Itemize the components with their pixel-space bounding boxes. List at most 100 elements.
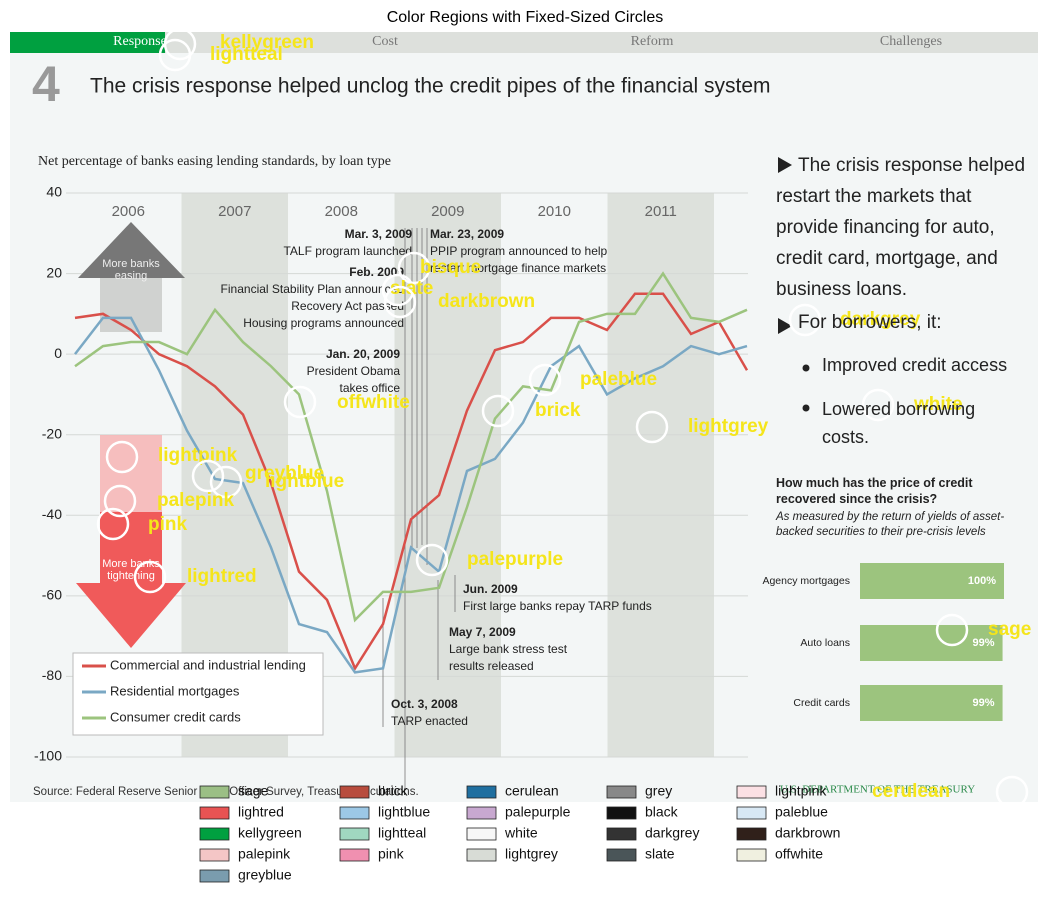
y-tick-label: -100 xyxy=(34,748,62,764)
legend-label: palepink xyxy=(238,846,291,862)
annotation: Jun. 2009 xyxy=(463,582,518,596)
bar-value-label: 100% xyxy=(968,575,996,587)
series-line xyxy=(74,292,749,672)
chart-title: Net percentage of banks easing lending s… xyxy=(38,154,391,169)
nav-active xyxy=(10,32,165,53)
plot: 2006 2007 2008 2009 2010 2011 -100 -80 -60 -40 -20… xyxy=(33,184,1004,798)
region-circle xyxy=(528,363,562,397)
annotation: Mar. 3, 2009 xyxy=(345,227,413,241)
region-circle xyxy=(105,440,139,474)
legend-swatch xyxy=(736,848,767,862)
legend-label: slate xyxy=(645,846,675,862)
footer: U.S. DEPARTMENT OF THE TREASURY xyxy=(780,784,975,796)
bullet-dot xyxy=(802,364,810,372)
circle-label: pink xyxy=(148,514,187,535)
region-circle xyxy=(209,465,243,499)
circle-label: lightteal xyxy=(210,44,283,65)
legend-swatch xyxy=(736,827,767,841)
legend-label: lightblue xyxy=(378,804,430,820)
sidebar-bullet: Lowered borrowing costs. xyxy=(822,399,976,447)
legend-swatch xyxy=(606,848,637,862)
annotation: TARP enacted xyxy=(391,714,468,728)
year-label: 2010 xyxy=(538,203,571,220)
y-tick-label: -20 xyxy=(42,425,62,441)
circle-label: paleblue xyxy=(580,369,657,390)
legend-swatch xyxy=(339,848,370,862)
circle-label: darkbrown xyxy=(438,291,535,312)
legend-label: grey xyxy=(645,783,672,799)
annotation: restart mortgage finance markets xyxy=(430,261,606,275)
legend-swatch xyxy=(736,806,767,820)
legend-label: pink xyxy=(378,846,405,862)
annotation: May 7, 2009 xyxy=(449,625,516,639)
legend-swatch xyxy=(606,806,637,820)
circle-label: lightgrey xyxy=(688,416,769,437)
bar-category: Auto loans xyxy=(800,637,850,649)
legend-label: lightteal xyxy=(378,825,426,841)
legend-label: palepurple xyxy=(505,804,571,820)
circle-label: kellygreen xyxy=(220,32,314,53)
legend-swatch xyxy=(606,827,637,841)
bar xyxy=(860,625,1003,661)
year-label: 2006 xyxy=(112,203,145,220)
legend-swatch xyxy=(466,785,497,799)
legend-label: Residential mortgages xyxy=(110,683,240,698)
year-band xyxy=(607,193,714,757)
legend-label: black xyxy=(645,804,679,820)
circle-label: brick xyxy=(535,400,581,421)
region-circle xyxy=(133,560,167,594)
bullet-arrow xyxy=(778,318,792,334)
annotation: results released xyxy=(449,659,534,673)
legend-label: Consumer credit cards xyxy=(110,709,241,724)
legend-swatch xyxy=(339,785,370,799)
legend-swatch xyxy=(339,827,370,841)
y-tick-label: -40 xyxy=(42,506,62,522)
annotation: Recovery Act passed xyxy=(291,299,404,313)
circle-label: lightblue xyxy=(265,471,344,492)
bullet-dot xyxy=(802,404,810,412)
legend-label: lightpink xyxy=(775,783,827,799)
nav-item: Reform xyxy=(631,34,674,49)
circle-label: bisque xyxy=(420,257,481,278)
annotation: Mar. 23, 2009 xyxy=(430,227,504,241)
series-line xyxy=(74,271,748,623)
legend-label: paleblue xyxy=(775,804,828,820)
legend-swatch xyxy=(736,785,767,799)
legend-label: sage xyxy=(238,783,269,799)
arrow-body xyxy=(100,512,162,583)
bar xyxy=(860,685,1003,721)
y-tick-label: 20 xyxy=(46,264,62,280)
circle-label: lightred xyxy=(187,566,257,587)
region-circle xyxy=(397,251,431,285)
circle-label: palepurple xyxy=(467,549,563,570)
annotation: Oct. 3, 2008 xyxy=(391,697,458,711)
year-label: 2009 xyxy=(431,203,464,220)
circle-label: lightpink xyxy=(158,445,238,466)
figure-title: Color Regions with Fixed-Sized Circles xyxy=(387,9,664,26)
legend-label: lightgrey xyxy=(505,846,558,862)
sidebar-lead: For borrowers, it: xyxy=(798,312,942,333)
region-circle xyxy=(481,394,515,428)
sidebar-bullet: Improved credit access xyxy=(822,355,1008,375)
annotation: Housing programs announced xyxy=(243,316,404,330)
nav-bar xyxy=(10,32,1038,53)
arrow-label: More banks tightening xyxy=(102,558,160,582)
circle-label: greyblue xyxy=(245,463,324,484)
circle-label: slate xyxy=(390,278,433,299)
year-label: 2008 xyxy=(325,203,358,220)
legend-swatch xyxy=(339,806,370,820)
legend-swatch xyxy=(606,785,637,799)
legend-label: lightred xyxy=(238,804,284,820)
annotation: TALF program launched xyxy=(283,244,412,258)
annotation: President Obama xyxy=(307,364,401,378)
legend-swatch xyxy=(466,827,497,841)
recovery-title: How much has the price of credit recover… xyxy=(776,476,973,506)
nav-item: Challenges xyxy=(880,34,942,49)
arrow-body xyxy=(100,278,162,332)
annotation: Large bank stress test xyxy=(449,642,568,656)
annotation: Jan. 20, 2009 xyxy=(326,347,400,361)
circle-label: sage xyxy=(988,619,1031,640)
legend-swatch xyxy=(199,827,230,841)
y-tick-label: 40 xyxy=(46,184,62,200)
